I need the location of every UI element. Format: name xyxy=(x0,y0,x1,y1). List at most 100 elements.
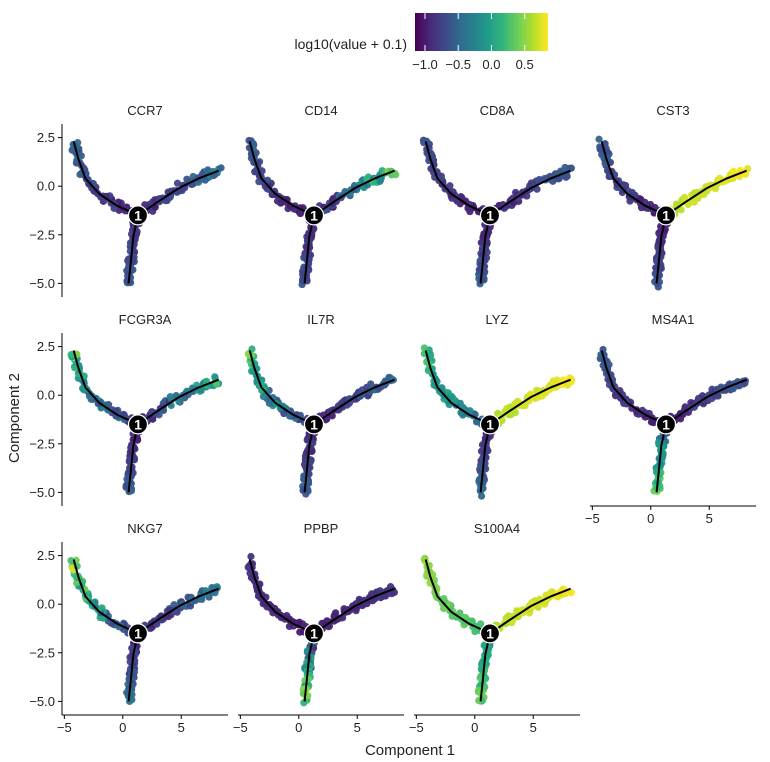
trajectory-branch xyxy=(313,378,395,426)
branch-node-label: 1 xyxy=(662,207,670,223)
data-point xyxy=(166,393,174,401)
trajectory-branch xyxy=(479,215,491,284)
colorbar-ticks: −1.0 −0.5 0.0 0.5 xyxy=(412,13,534,72)
trajectory-branch xyxy=(137,587,219,635)
y-tick-label: −2.5 xyxy=(29,645,55,660)
data-point xyxy=(217,164,225,172)
facet-panel: MS4A1 1 −5 0 5 xyxy=(585,312,756,526)
y-tick-label: 0.0 xyxy=(37,597,55,612)
x-tick-label: −5 xyxy=(585,511,600,526)
panel-title: LYZ xyxy=(486,312,509,327)
legend-title: log10(value + 0.1) xyxy=(295,36,407,52)
data-point xyxy=(714,392,722,400)
y-tick-label: 2.5 xyxy=(37,130,55,145)
branch-node-label: 1 xyxy=(662,416,670,432)
facet-panel: FCGR3A 1 −5.0 −2.5 0.0 2.5 xyxy=(29,312,223,506)
trajectory-branch xyxy=(303,215,315,284)
branch-node xyxy=(303,205,325,226)
facet-panel: CCR7 1 −5.0 −2.5 0.0 2.5 xyxy=(29,103,225,297)
data-point xyxy=(447,191,455,199)
data-point xyxy=(302,490,310,498)
trajectory-branch xyxy=(600,350,667,426)
branch-node-label: 1 xyxy=(486,625,494,641)
facet-panel: PPBP 1 −5 0 5 xyxy=(233,521,404,735)
data-point xyxy=(245,136,253,145)
facet-panel: IL7R 1 xyxy=(244,312,397,498)
facet-panel: CST3 1 xyxy=(595,103,752,291)
y-tick-label: −2.5 xyxy=(29,227,55,242)
colorbar-tick-label: 0.5 xyxy=(516,57,534,72)
data-point xyxy=(304,479,313,487)
branch-node xyxy=(479,623,501,644)
facet-panel: CD14 1 xyxy=(245,103,400,289)
data-point xyxy=(477,620,485,628)
data-point xyxy=(67,351,75,359)
y-tick-label: 0.0 xyxy=(37,179,55,194)
x-axis-label: Component 1 xyxy=(365,742,455,759)
trajectory-branch xyxy=(248,141,315,217)
panel-title: MS4A1 xyxy=(652,312,695,327)
colorbar-gradient xyxy=(415,13,548,51)
branch-node-label: 1 xyxy=(134,625,142,641)
x-tick-label: −5 xyxy=(409,720,424,735)
panel-title: CD8A xyxy=(480,103,515,118)
trajectory-branch xyxy=(479,424,491,493)
trajectory-branch xyxy=(127,215,139,284)
facet-panels: CCR71−5.0−2.50.02.5CD141CD8A1CST31FCGR3A… xyxy=(29,103,756,735)
data-point xyxy=(364,174,372,182)
x-tick-label: 5 xyxy=(354,720,361,735)
trajectory-branch xyxy=(489,169,571,217)
branch-node-label: 1 xyxy=(310,207,318,223)
trajectory-branch xyxy=(72,141,139,217)
data-point xyxy=(173,179,182,187)
trajectory-branch xyxy=(127,633,139,702)
data-point xyxy=(474,688,482,696)
x-tick-label: −5 xyxy=(233,720,248,735)
y-tick-label: 0.0 xyxy=(37,388,55,403)
data-point xyxy=(76,170,84,179)
colorbar xyxy=(415,13,548,51)
x-tick-label: 5 xyxy=(530,720,537,735)
data-point xyxy=(680,193,689,202)
branch-node xyxy=(127,205,149,226)
trajectory-branch xyxy=(600,141,667,217)
data-point xyxy=(565,164,573,172)
data-point xyxy=(647,418,656,426)
panel-title: CD14 xyxy=(304,103,337,118)
trajectory-branch xyxy=(655,424,667,493)
x-tick-label: 0 xyxy=(647,511,654,526)
data-point xyxy=(563,172,571,180)
panel-title: CCR7 xyxy=(127,103,162,118)
trajectory-branch xyxy=(665,378,747,426)
data-point xyxy=(477,492,486,500)
y-axis-label: Component 2 xyxy=(6,373,23,463)
colorbar-legend: log10(value + 0.1) −1.0 −0.5 0.0 0.5 xyxy=(295,13,548,72)
trajectory-branch xyxy=(655,215,667,284)
colorbar-tick-label: −0.5 xyxy=(445,57,471,72)
data-point xyxy=(122,481,130,490)
data-point xyxy=(259,393,267,401)
facet-panel: LYZ 1 xyxy=(420,312,576,500)
data-point xyxy=(476,280,484,288)
x-tick-label: 5 xyxy=(178,720,185,735)
branch-node xyxy=(303,414,325,435)
trajectory-branch xyxy=(313,587,395,635)
facet-panel: S100A4 1 −5 0 5 xyxy=(409,521,580,735)
data-point xyxy=(595,135,603,143)
data-point xyxy=(420,344,428,352)
trajectory-branch xyxy=(72,559,139,635)
branch-node-label: 1 xyxy=(134,207,142,223)
data-point xyxy=(441,185,449,193)
data-point xyxy=(421,554,429,563)
trajectory-branch xyxy=(248,559,315,635)
data-point xyxy=(295,618,304,626)
y-tick-label: −2.5 xyxy=(29,436,55,451)
colorbar-tick-label: 0.0 xyxy=(482,57,500,72)
x-tick-label: 0 xyxy=(295,720,302,735)
data-point xyxy=(211,373,219,381)
branch-node xyxy=(127,414,149,435)
facet-panel: NKG7 1 −5.0 −2.5 0.0 2.5 −5 0 5 xyxy=(29,521,228,735)
colorbar-tick-label: −1.0 xyxy=(412,57,438,72)
branch-node-label: 1 xyxy=(134,416,142,432)
trajectory-branch xyxy=(665,169,747,217)
